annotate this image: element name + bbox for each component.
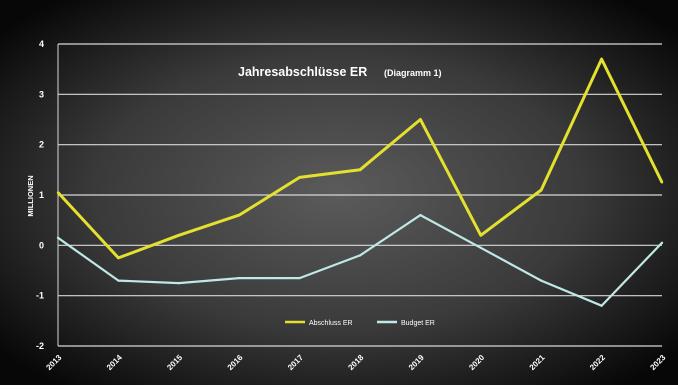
y-axis-label: MILLIONEN <box>26 175 35 216</box>
chart-subtitle: (Diagramm 1) <box>384 68 442 78</box>
data-point <box>540 279 543 282</box>
data-point <box>660 181 664 184</box>
data-point <box>238 213 241 217</box>
series <box>56 57 664 307</box>
data-point <box>358 254 362 257</box>
data-point <box>600 57 603 61</box>
y-tick-label: 3 <box>39 89 44 99</box>
data-point <box>177 281 180 285</box>
data-point <box>479 246 482 250</box>
legend-label: Budget ER <box>401 320 435 327</box>
data-point <box>419 213 422 217</box>
data-point <box>117 256 120 260</box>
y-tick-label: 1 <box>39 190 44 200</box>
grid <box>57 43 662 347</box>
y-tick-label: 0 <box>39 240 44 250</box>
y-tick-labels: 4 3 2 1 0 -1 -2 <box>36 39 44 351</box>
chart-title-group: Jahresabschlüsse ER (Diagramm 1) <box>238 65 442 79</box>
data-point <box>177 234 180 237</box>
data-point <box>419 118 422 121</box>
data-point <box>540 188 543 192</box>
data-point <box>238 276 241 280</box>
y-tick-label: -2 <box>36 341 44 351</box>
data-point <box>298 276 301 280</box>
data-point <box>56 191 60 194</box>
legend-label: Abschluss ER <box>309 320 353 327</box>
data-point <box>479 234 482 237</box>
y-tick-label: -1 <box>36 291 44 301</box>
data-point <box>660 241 664 245</box>
data-point <box>358 168 362 172</box>
legend: Abschluss ER Budget ER <box>285 320 435 327</box>
data-point <box>600 304 603 307</box>
data-point <box>298 176 301 179</box>
data-point <box>56 236 60 239</box>
chart-title: Jahresabschlüsse ER <box>238 65 367 79</box>
data-point <box>117 279 120 282</box>
y-tick-label: 2 <box>39 140 44 150</box>
y-tick-label: 4 <box>39 39 44 49</box>
